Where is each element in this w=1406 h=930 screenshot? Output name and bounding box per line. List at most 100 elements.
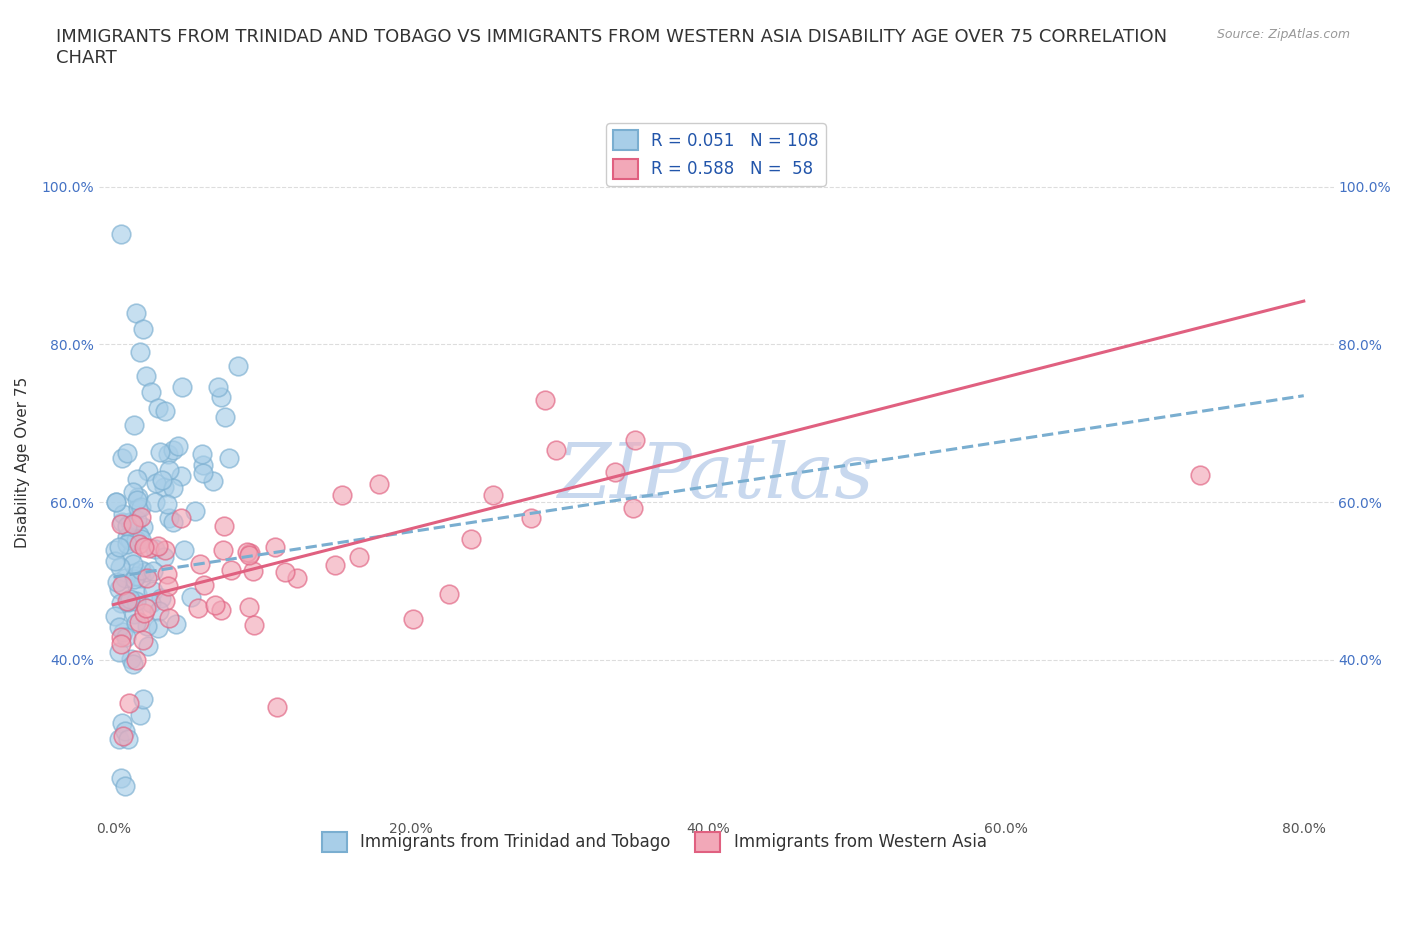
Point: [105, 575, 128, 590]
Point: [180, 589, 202, 604]
Point: [104, 553, 127, 568]
Point: [114, 570, 136, 585]
Point: [204, 598, 226, 613]
Point: [115, 537, 138, 551]
Point: [135, 601, 157, 616]
Point: [110, 596, 132, 611]
Point: [148, 604, 170, 618]
Point: [266, 699, 288, 714]
Point: [125, 587, 148, 602]
Point: [112, 506, 135, 521]
Point: [118, 695, 141, 710]
Point: [129, 499, 152, 514]
Point: [111, 578, 134, 592]
Point: [238, 548, 260, 563]
Point: [170, 379, 193, 394]
Point: [1188, 467, 1211, 482]
Point: [143, 541, 166, 556]
Point: [117, 530, 139, 545]
Point: [211, 543, 233, 558]
Point: [437, 587, 460, 602]
Point: [117, 594, 139, 609]
Point: [325, 557, 347, 572]
Point: [127, 501, 149, 516]
Point: [132, 321, 155, 336]
Point: [132, 605, 155, 620]
Point: [152, 479, 174, 494]
Point: [108, 560, 131, 575]
Point: [193, 578, 215, 592]
Point: [125, 569, 148, 584]
Point: [274, 565, 297, 579]
Point: [117, 731, 139, 746]
Point: [165, 617, 187, 631]
Point: [127, 490, 149, 505]
Point: [157, 511, 180, 525]
Point: [125, 472, 148, 486]
Point: [104, 542, 127, 557]
Point: [110, 637, 132, 652]
Point: [236, 545, 259, 560]
Point: [368, 476, 391, 491]
Point: [156, 578, 179, 593]
Point: [603, 465, 626, 480]
Point: [125, 532, 148, 547]
Point: [145, 475, 167, 490]
Point: [209, 603, 232, 618]
Point: [118, 532, 141, 547]
Point: [135, 368, 157, 383]
Point: [183, 504, 205, 519]
Point: [243, 618, 266, 632]
Point: [520, 511, 543, 525]
Point: [170, 511, 193, 525]
Point: [112, 729, 135, 744]
Point: [242, 564, 264, 578]
Point: [132, 520, 155, 535]
Point: [156, 447, 179, 462]
Point: [162, 514, 184, 529]
Point: [122, 571, 145, 586]
Text: Source: ZipAtlas.com: Source: ZipAtlas.com: [1216, 28, 1350, 41]
Point: [115, 445, 138, 460]
Point: [136, 639, 159, 654]
Point: [134, 565, 156, 579]
Point: [114, 778, 136, 793]
Point: [330, 487, 353, 502]
Point: [128, 527, 150, 542]
Point: [107, 644, 129, 659]
Point: [156, 497, 179, 512]
Point: [129, 345, 152, 360]
Point: [125, 565, 148, 580]
Point: [122, 418, 145, 432]
Point: [139, 384, 162, 399]
Point: [127, 493, 149, 508]
Point: [108, 539, 131, 554]
Point: [136, 463, 159, 478]
Point: [128, 537, 150, 551]
Text: IMMIGRANTS FROM TRINIDAD AND TOBAGO VS IMMIGRANTS FROM WESTERN ASIA DISABILITY A: IMMIGRANTS FROM TRINIDAD AND TOBAGO VS I…: [56, 28, 1167, 67]
Point: [460, 532, 482, 547]
Point: [135, 618, 157, 633]
Point: [111, 715, 134, 730]
Point: [122, 606, 145, 621]
Point: [118, 592, 141, 607]
Point: [212, 519, 235, 534]
Point: [120, 548, 142, 563]
Point: [218, 450, 240, 465]
Point: [129, 510, 152, 525]
Point: [117, 593, 139, 608]
Point: [129, 708, 152, 723]
Point: [153, 404, 176, 418]
Y-axis label: Disability Age Over 75: Disability Age Over 75: [15, 377, 30, 549]
Point: [349, 550, 371, 565]
Point: [139, 595, 162, 610]
Point: [127, 512, 149, 527]
Point: [138, 540, 160, 555]
Point: [110, 516, 132, 531]
Point: [239, 546, 262, 561]
Point: [173, 542, 195, 557]
Point: [162, 442, 184, 457]
Point: [146, 400, 169, 415]
Point: [114, 724, 136, 738]
Point: [108, 731, 131, 746]
